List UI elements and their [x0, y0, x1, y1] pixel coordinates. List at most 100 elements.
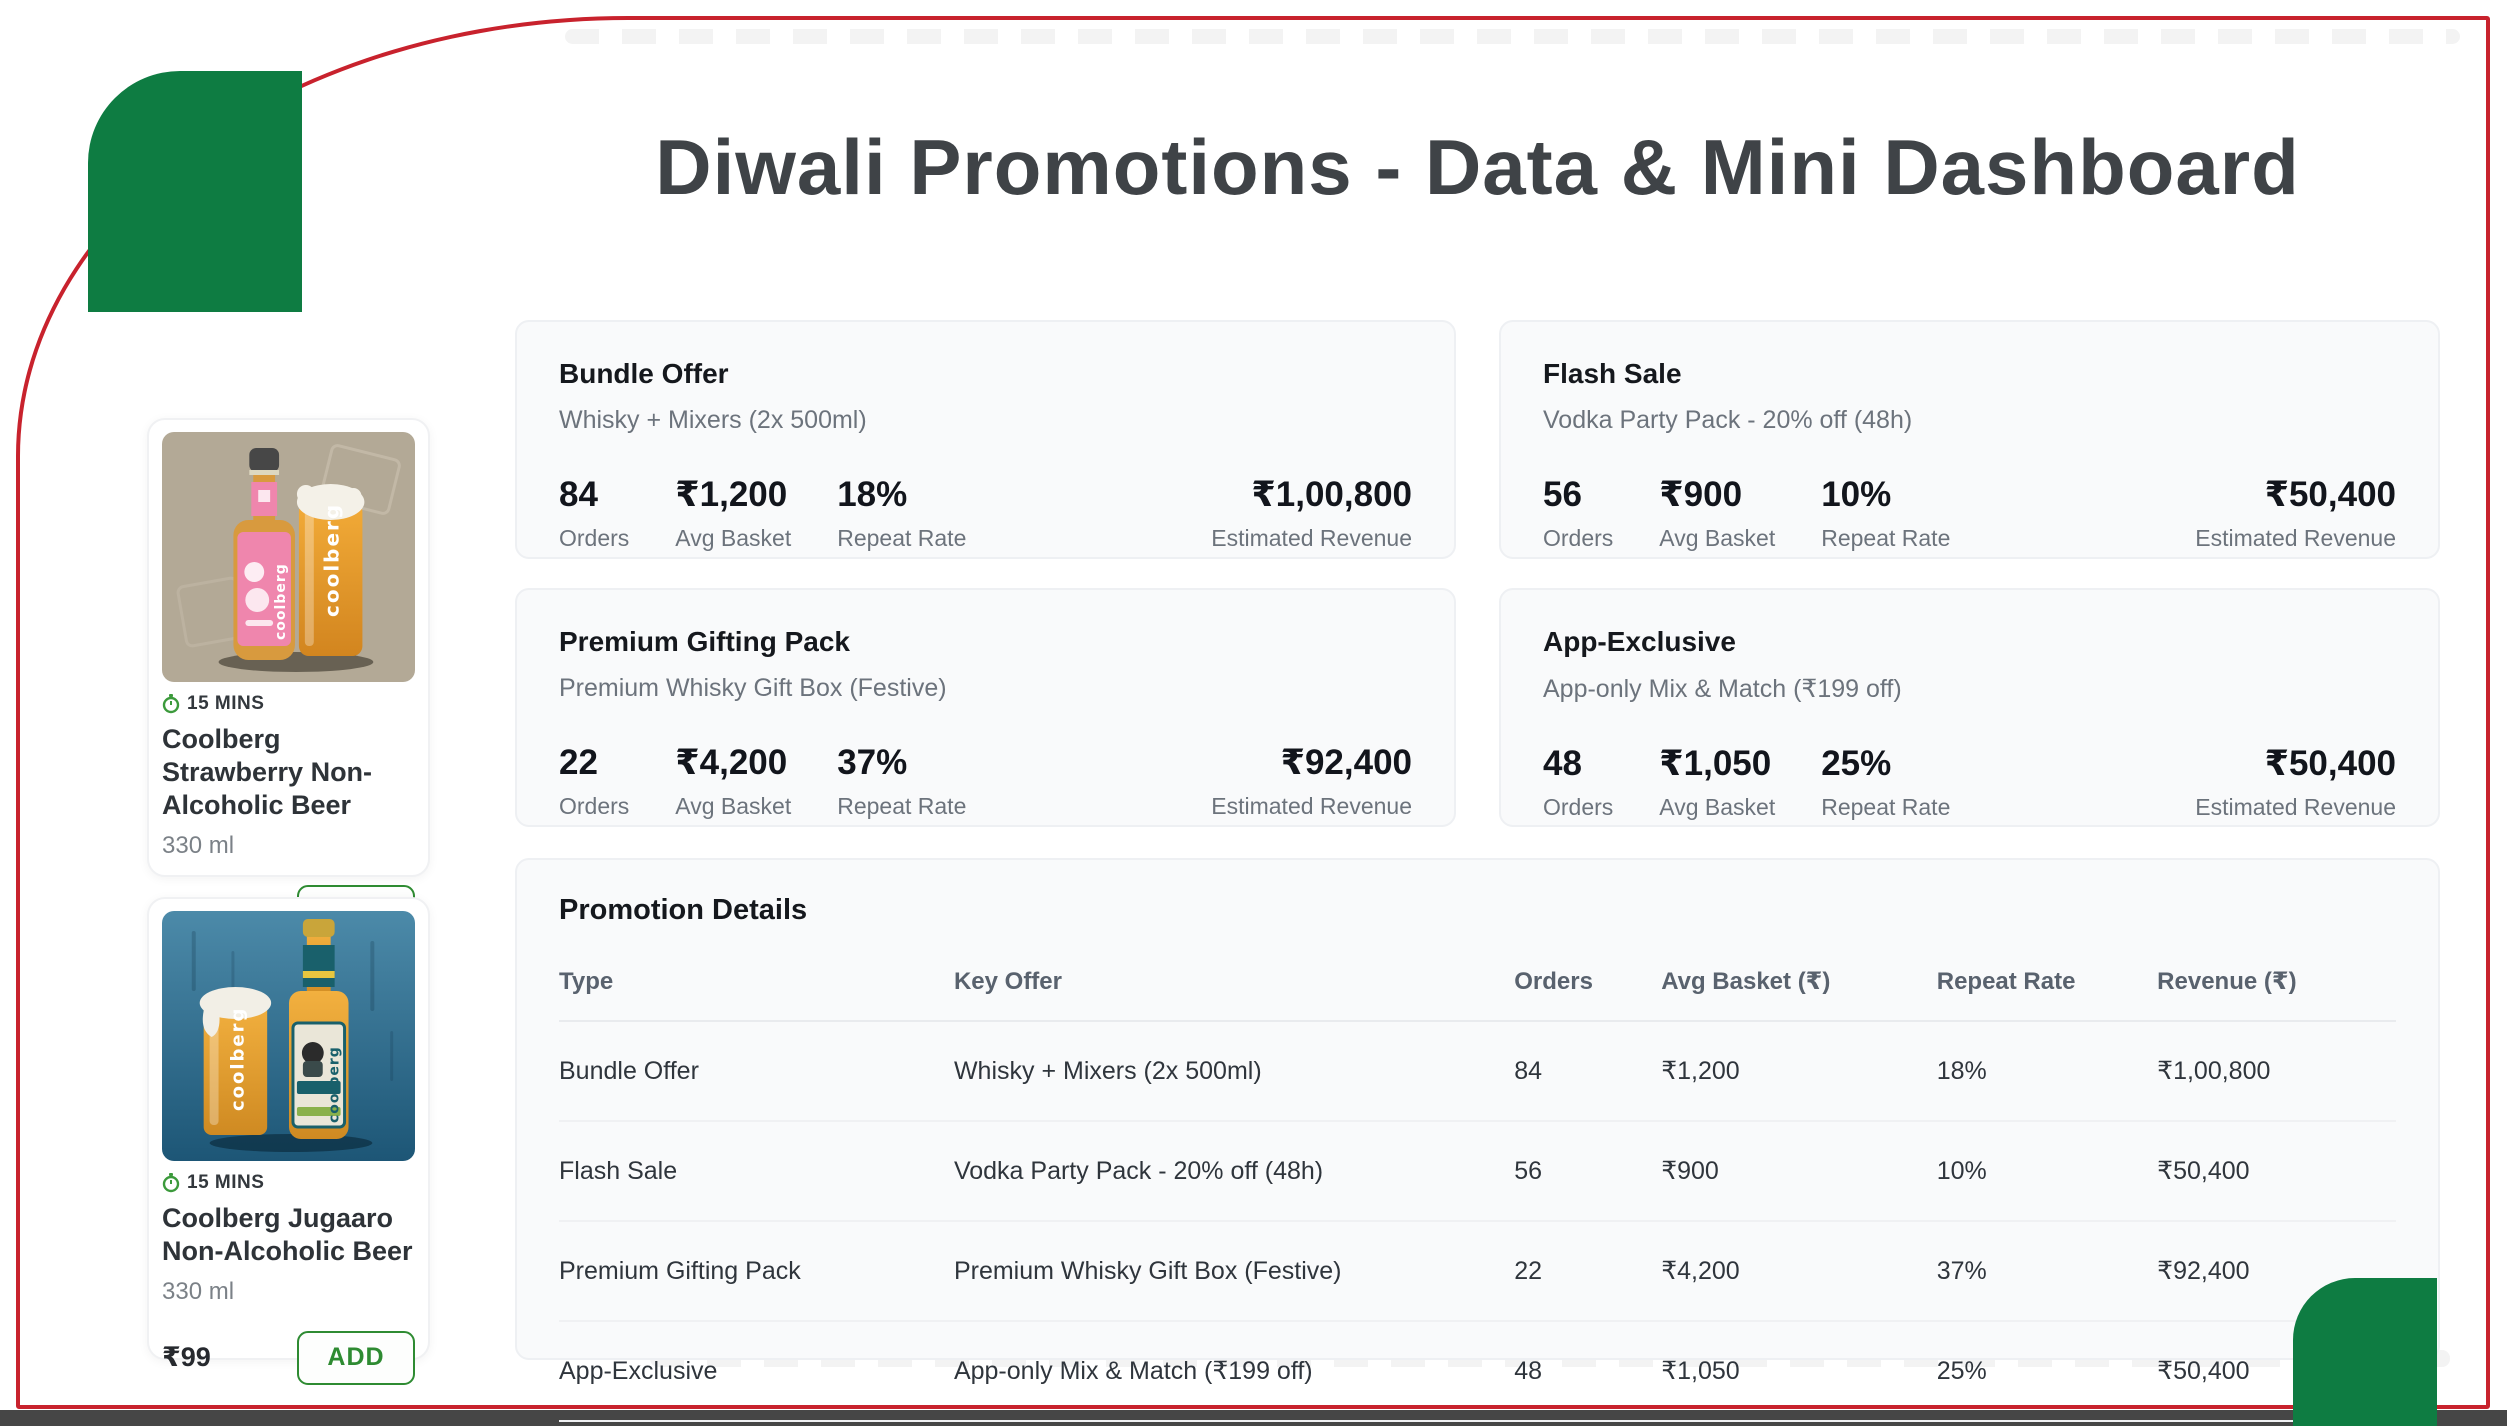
stat-label: Repeat Rate — [1821, 525, 1951, 551]
stat-value: 18% — [837, 475, 908, 514]
stat-value: ₹50,400 — [2264, 475, 2396, 514]
orders-stat: 22 Orders — [559, 743, 629, 820]
stat-card-subtitle: Whisky + Mixers (2x 500ml) — [559, 406, 867, 434]
stat-value: 48 — [1543, 744, 1582, 783]
table-row: Premium Gifting Pack Premium Whisky Gift… — [559, 1221, 2396, 1322]
column-header-orders: Orders — [1514, 939, 1662, 1022]
column-header-repeat-rate: Repeat Rate — [1936, 939, 2158, 1022]
revenue-stat: ₹92,400 Estimated Revenue — [1211, 743, 1412, 820]
table-cell: ₹1,050 — [1661, 1321, 1937, 1422]
stat-label: Avg Basket — [675, 525, 792, 551]
corner-accent-top-left — [88, 71, 302, 312]
stat-label: Estimated Revenue — [2195, 525, 2396, 551]
table-cell: Whisky + Mixers (2x 500ml) — [953, 1021, 1515, 1122]
promotions-table: Type Key Offer Orders Avg Basket (₹) Rep… — [559, 939, 2396, 1422]
column-header-key-offer: Key Offer — [953, 939, 1515, 1022]
page-title: Diwali Promotions - Data & Mini Dashboar… — [655, 123, 2300, 211]
stat-row: 84 Orders ₹1,200 Avg Basket 18% Repeat R… — [559, 475, 1412, 552]
table-row: App-Exclusive App-only Mix & Match (₹199… — [559, 1321, 2396, 1422]
stat-value: ₹900 — [1659, 475, 1743, 514]
repeat-rate-stat: 25% Repeat Rate — [1821, 744, 1950, 821]
product-card-jugaaro[interactable]: coolberg coolberg 15 MINS Coo — [147, 897, 430, 1385]
product-image-strawberry[interactable]: coolberg coolberg — [162, 432, 415, 682]
stat-label: Avg Basket — [1659, 525, 1776, 551]
table-cell: App-only Mix & Match (₹199 off) — [953, 1321, 1515, 1422]
eta-badge: 15 MINS — [162, 1172, 415, 1194]
stat-label: Orders — [559, 793, 630, 819]
avg-basket-stat: ₹1,050 Avg Basket — [1659, 744, 1775, 821]
product-name: Coolberg Jugaaro Non-Alcoholic Beer — [162, 1203, 413, 1266]
table-title: Promotion Details — [559, 894, 808, 926]
stat-label: Estimated Revenue — [1211, 525, 1412, 551]
stat-card-title: Flash Sale — [1543, 358, 1682, 389]
add-button[interactable]: ADD — [297, 1330, 415, 1385]
column-header-revenue: Revenue (₹) — [2157, 939, 2396, 1022]
stat-label: Orders — [559, 525, 630, 551]
table-cell: 56 — [1514, 1121, 1662, 1222]
table-cell: Bundle Offer — [559, 1021, 954, 1122]
avg-basket-stat: ₹4,200 Avg Basket — [675, 743, 791, 820]
table-cell: 22 — [1514, 1221, 1662, 1322]
column-header-type: Type — [559, 939, 954, 1022]
table-cell: ₹1,200 — [1661, 1021, 1937, 1122]
stat-value: ₹4,200 — [675, 743, 788, 782]
stat-value: ₹50,400 — [2264, 744, 2396, 783]
table-row: Bundle Offer Whisky + Mixers (2x 500ml) … — [559, 1021, 2396, 1122]
repeat-rate-stat: 37% Repeat Rate — [837, 743, 966, 820]
table-cell: Premium Whisky Gift Box (Festive) — [953, 1221, 1515, 1322]
stat-label: Repeat Rate — [837, 793, 967, 819]
orders-stat: 48 Orders — [1543, 744, 1613, 821]
stat-card-title: Bundle Offer — [559, 358, 729, 389]
stat-card-grid: Bundle Offer Whisky + Mixers (2x 500ml) … — [515, 320, 2440, 827]
svg-text:coolberg: coolberg — [227, 1007, 248, 1111]
stat-value: ₹1,200 — [675, 475, 788, 514]
table-cell: 10% — [1936, 1121, 2158, 1222]
corner-accent-bottom-right — [2293, 1278, 2437, 1426]
stat-card-bundle-offer: Bundle Offer Whisky + Mixers (2x 500ml) … — [515, 320, 1456, 559]
table-cell: Premium Gifting Pack — [559, 1221, 954, 1322]
stat-card-title: App-Exclusive — [1543, 626, 1736, 657]
repeat-rate-stat: 18% Repeat Rate — [837, 475, 966, 552]
column-header-avg-basket: Avg Basket (₹) — [1661, 939, 1937, 1022]
stat-card-flash-sale: Flash Sale Vodka Party Pack - 20% off (4… — [1499, 320, 2440, 559]
stat-label: Orders — [1543, 525, 1614, 551]
product-price: ₹99 — [162, 1342, 211, 1373]
table-cell: 48 — [1514, 1321, 1662, 1422]
table-cell: 25% — [1936, 1321, 2158, 1422]
stat-label: Orders — [1543, 794, 1614, 820]
table-header-row: Type Key Offer Orders Avg Basket (₹) Rep… — [559, 939, 2396, 1022]
eta-badge: 15 MINS — [162, 693, 415, 715]
stat-card-premium-gifting: Premium Gifting Pack Premium Whisky Gift… — [515, 588, 1456, 827]
stat-value: ₹92,400 — [1280, 743, 1412, 782]
revenue-stat: ₹50,400 Estimated Revenue — [2195, 744, 2396, 821]
stat-card-subtitle: Vodka Party Pack - 20% off (48h) — [1543, 406, 1913, 434]
stat-value: 10% — [1821, 475, 1892, 514]
table-cell: ₹900 — [1661, 1121, 1937, 1222]
product-volume: 330 ml — [162, 831, 235, 859]
avg-basket-stat: ₹1,200 Avg Basket — [675, 475, 791, 552]
stat-value: 22 — [559, 743, 598, 782]
stopwatch-icon — [162, 694, 180, 714]
product-image-jugaaro[interactable]: coolberg coolberg — [162, 911, 415, 1161]
stat-row: 22 Orders ₹4,200 Avg Basket 37% Repeat R… — [559, 743, 1412, 820]
stat-row: 48 Orders ₹1,050 Avg Basket 25% Repeat R… — [1543, 744, 2396, 821]
svg-text:coolberg: coolberg — [273, 563, 289, 640]
product-name: Coolberg Strawberry Non-Alcoholic Beer — [162, 724, 373, 820]
promotion-details-card: Promotion Details Type Key Offer Orders … — [515, 858, 2440, 1422]
stat-value: 56 — [1543, 475, 1582, 514]
stopwatch-icon — [162, 1173, 180, 1193]
product-card-strawberry[interactable]: coolberg coolberg 15 MINS Coo — [147, 418, 430, 939]
stat-value: 84 — [559, 475, 598, 514]
orders-stat: 84 Orders — [559, 475, 629, 552]
stat-card-title: Premium Gifting Pack — [559, 626, 850, 657]
stat-card-subtitle: Premium Whisky Gift Box (Festive) — [559, 674, 947, 702]
table-cell: 84 — [1514, 1021, 1662, 1122]
stat-value: 25% — [1821, 744, 1892, 783]
dash-decoration-top — [565, 29, 2460, 44]
table-cell: 37% — [1936, 1221, 2158, 1322]
table-cell: Flash Sale — [559, 1121, 954, 1222]
svg-text:coolberg: coolberg — [327, 1046, 343, 1123]
stat-card-subtitle: App-only Mix & Match (₹199 off) — [1543, 675, 1902, 703]
orders-stat: 56 Orders — [1543, 475, 1613, 552]
